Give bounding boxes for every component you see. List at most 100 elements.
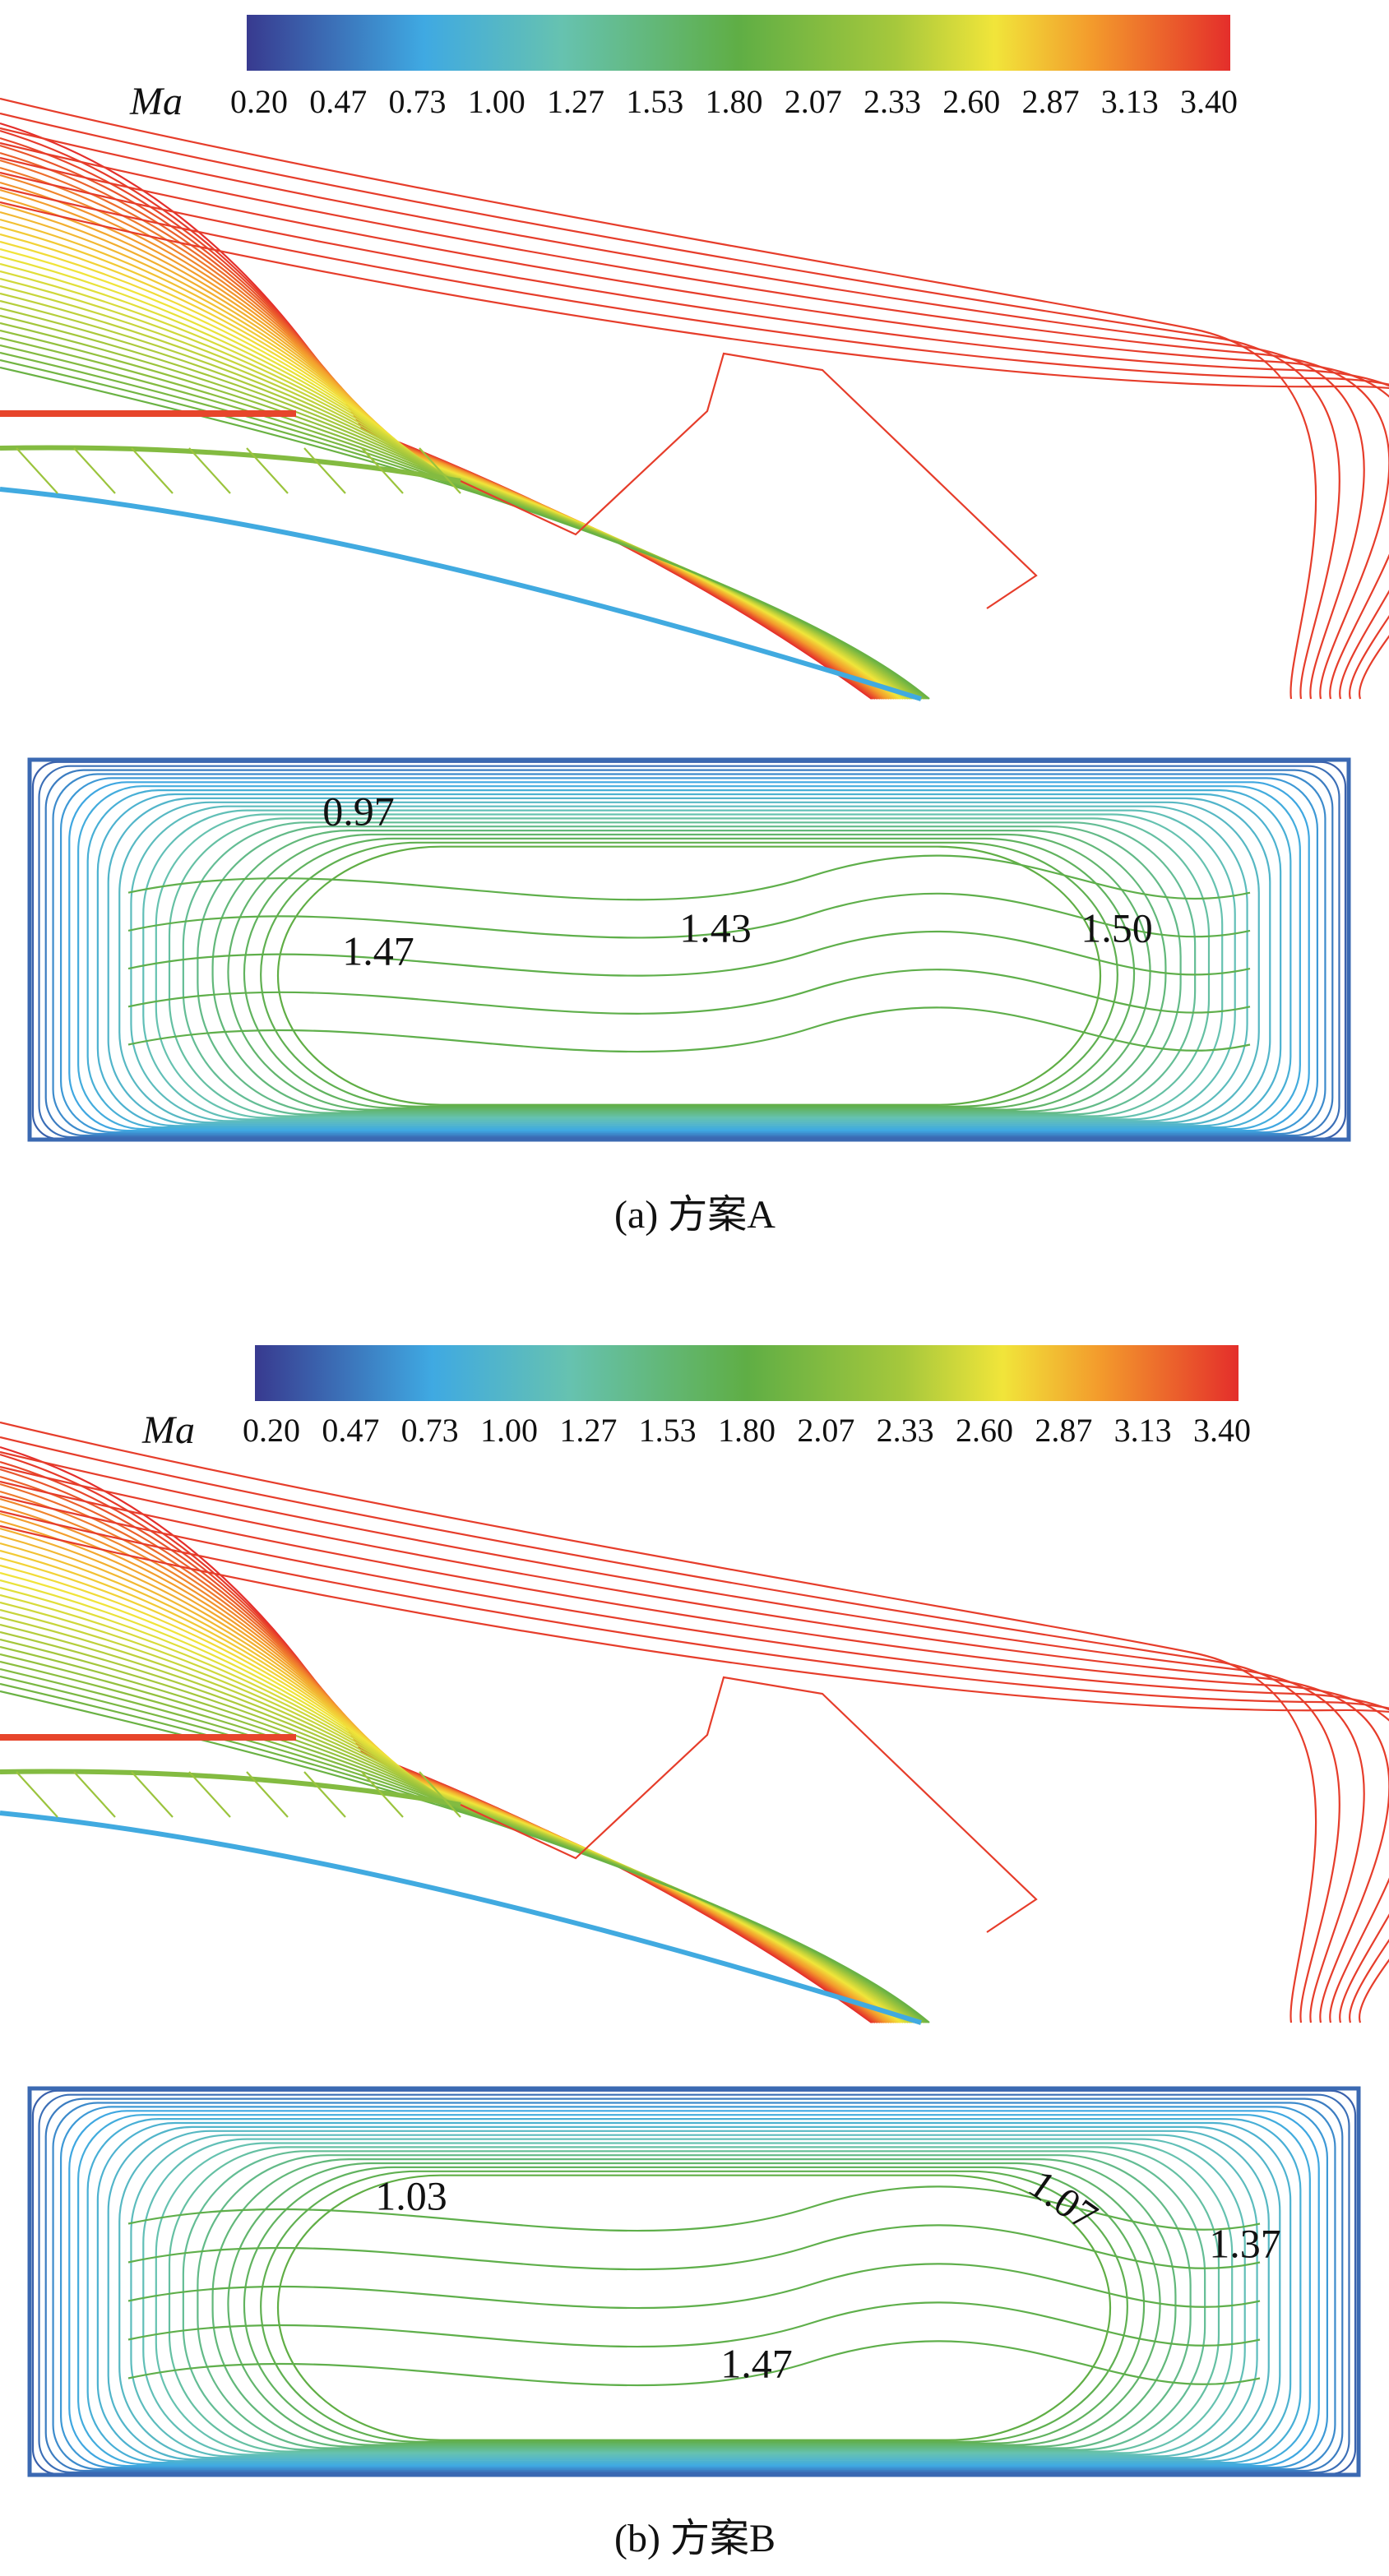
colorbar-tick: 3.40: [1180, 83, 1238, 120]
wall: [0, 1811, 922, 2025]
annotation: 1.37: [1209, 2220, 1281, 2266]
contour-line: [96, 2121, 1292, 2463]
contour-line: [260, 2170, 1128, 2443]
contour-line: [96, 793, 1282, 1127]
contour-line: [0, 1421, 1317, 2023]
annotation: 1.50: [1081, 904, 1153, 950]
shock-line: [16, 1771, 58, 1818]
shock-line: [73, 447, 116, 494]
contour-line: [68, 2110, 1320, 2467]
shock-line: [131, 1771, 174, 1818]
colorbar-label: Ma: [141, 1408, 195, 1452]
colorbar: [255, 1345, 1239, 1401]
colorbar-tick: 1.00: [468, 83, 526, 120]
shock-line: [419, 1771, 461, 1818]
colorbar-tick: 2.60: [942, 83, 1000, 120]
annotation: 0.97: [322, 788, 395, 834]
contour-line: [0, 1667, 925, 2023]
contour-line: [0, 277, 910, 700]
contour-line: [0, 292, 913, 700]
contour-line: [0, 1690, 930, 2023]
contour-line: [243, 2166, 1146, 2444]
contour-line: [0, 1660, 924, 2023]
contour-line: [0, 1468, 878, 2023]
contour-line: [118, 801, 1260, 1124]
contour-line: [168, 2146, 1220, 2453]
contour-line: [0, 366, 930, 700]
colorbar-tick: 0.47: [309, 83, 367, 120]
colorbar-label: Ma: [129, 80, 183, 123]
contour-line: [0, 1601, 910, 2023]
shock-line: [419, 447, 461, 494]
contour-line: [86, 2118, 1302, 2464]
colorbar: [247, 15, 1230, 71]
annotation: 1.47: [342, 927, 414, 974]
contour-line: [127, 2224, 1261, 2271]
colorbar-tick: 1.80: [718, 1412, 776, 1449]
contour-line: [0, 344, 925, 700]
box-border: [27, 757, 1351, 1142]
panel: Ma 0.20 0.47 0.73 1.00 1.27 1.53 1.80 2.07 2.33 2.…: [0, 15, 1389, 1237]
contour-line: [0, 186, 1389, 700]
contour-line: [0, 1510, 1389, 2023]
wall: [0, 445, 461, 483]
contour-line: [243, 837, 1136, 1109]
colorbar-tick: 0.47: [322, 1412, 379, 1449]
contour-line: [460, 1676, 1038, 1933]
contour-line: [182, 821, 1197, 1116]
caption: (b) 方案B: [614, 2517, 776, 2560]
contour-line: [77, 2114, 1311, 2466]
contour-line: [0, 144, 878, 700]
caption: (a) 方案A: [614, 1193, 776, 1237]
contour-line: [127, 930, 1251, 977]
colorbar-tick: 0.20: [230, 83, 288, 120]
contour-line: [52, 773, 1326, 1135]
colorbar-tick: 2.87: [1022, 83, 1080, 120]
contour-line: [227, 833, 1151, 1111]
colorbar-tick: 2.07: [797, 1412, 854, 1449]
contour-line: [155, 2142, 1234, 2454]
contour-line: [460, 352, 1038, 609]
colorbar-tick: 1.80: [706, 83, 763, 120]
colorbar-tick: 2.60: [956, 1412, 1013, 1449]
colorbar-tick: 3.40: [1193, 1412, 1251, 1449]
contour-line: [0, 1564, 901, 2023]
contour-line: [118, 2130, 1270, 2459]
contour-line: [59, 777, 1319, 1134]
colorbar-tick: 1.53: [639, 1412, 697, 1449]
contour-line: [127, 1006, 1251, 1053]
colorbar-tick: 1.53: [626, 83, 683, 120]
contour-line: [0, 299, 914, 700]
contour-line: [0, 156, 1389, 700]
contour-line: [130, 805, 1248, 1122]
shock-line: [246, 1771, 289, 1818]
contour-line: [227, 2162, 1161, 2446]
contour-line: [0, 1482, 882, 2023]
contour-line: [0, 159, 882, 700]
colorbar-tick: 3.13: [1114, 1412, 1172, 1449]
shock-line: [16, 447, 58, 494]
contour-line: [276, 2174, 1112, 2441]
contour-line: [276, 845, 1102, 1106]
contour-line: [0, 1616, 913, 2023]
contour-line: [0, 1675, 927, 2023]
contour-line: [0, 173, 885, 700]
contour-line: [77, 785, 1301, 1131]
contour-line: [197, 2154, 1192, 2449]
shock-line: [188, 447, 231, 494]
contour-line: [0, 1436, 1340, 2023]
contour-line: [0, 1465, 1389, 2023]
contour-line: [0, 1490, 883, 2023]
contour-line: [0, 1480, 1389, 2023]
cross-section: [27, 2086, 1361, 2477]
contour-line: [0, 1460, 876, 2023]
contour-line: [0, 171, 1389, 700]
colorbar-tick: 0.73: [389, 83, 447, 120]
colorbar-tick: 2.33: [863, 83, 921, 120]
shock-line: [131, 447, 174, 494]
contour-line: [38, 2093, 1350, 2474]
wall: [0, 487, 922, 701]
wall: [0, 1769, 461, 1807]
contour-line: [142, 2138, 1246, 2456]
